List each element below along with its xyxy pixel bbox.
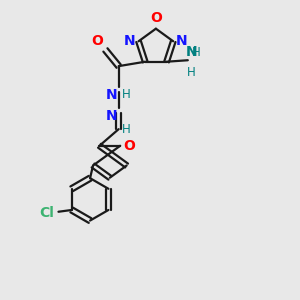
Text: H: H	[122, 88, 131, 101]
Text: N: N	[124, 34, 136, 48]
Text: O: O	[91, 34, 103, 48]
Text: H: H	[122, 123, 131, 136]
Text: Cl: Cl	[39, 206, 54, 220]
Text: O: O	[150, 11, 162, 25]
Text: N: N	[186, 45, 197, 59]
Text: N: N	[106, 88, 117, 102]
Text: H: H	[187, 65, 196, 79]
Text: H: H	[192, 46, 201, 59]
Text: O: O	[124, 139, 136, 153]
Text: N: N	[176, 34, 188, 48]
Text: N: N	[106, 110, 117, 123]
